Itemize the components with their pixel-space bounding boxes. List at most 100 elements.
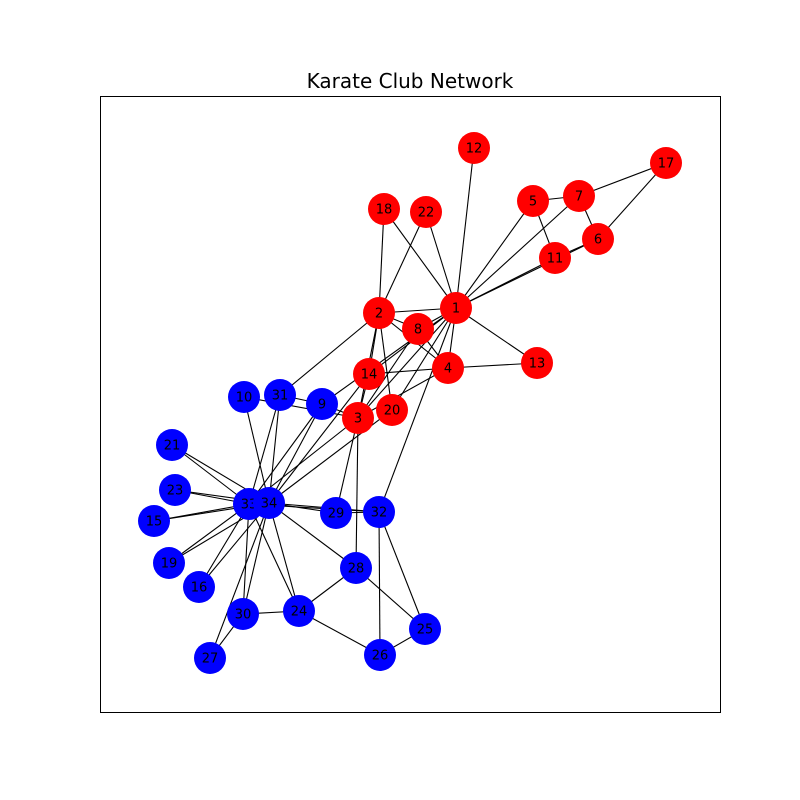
edge-9-33 — [248, 403, 323, 505]
node-17: 17 — [650, 147, 682, 179]
node-label-7: 7 — [575, 190, 583, 205]
edge-14-34 — [268, 373, 370, 504]
node-13: 13 — [521, 347, 553, 379]
node-circle-28 — [340, 552, 372, 584]
node-label-31: 31 — [272, 389, 289, 404]
node-27: 27 — [194, 642, 226, 674]
node-label-19: 19 — [161, 557, 178, 572]
node-label-3: 3 — [354, 412, 362, 427]
node-circle-2 — [363, 297, 395, 329]
edge-2-20 — [378, 312, 393, 411]
edge-31-34 — [268, 394, 281, 504]
edge-21-33 — [171, 444, 250, 505]
edge-24-33 — [248, 503, 300, 612]
edge-1-32 — [378, 307, 457, 513]
node-circle-25 — [409, 613, 441, 645]
node-circle-18 — [368, 193, 400, 225]
edge-3-4 — [357, 367, 449, 419]
node-circle-11 — [539, 242, 571, 274]
node-21: 21 — [156, 429, 188, 461]
node-23: 23 — [159, 474, 191, 506]
node-circle-9 — [306, 388, 338, 420]
node-circle-23 — [159, 474, 191, 506]
edge-2-31 — [279, 312, 380, 396]
node-label-28: 28 — [348, 562, 365, 577]
edge-27-34 — [209, 502, 270, 659]
node-16: 16 — [183, 571, 215, 603]
node-label-17: 17 — [658, 157, 675, 172]
edge-25-32 — [378, 511, 426, 630]
edge-1-5 — [455, 200, 534, 309]
node-circle-29 — [320, 497, 352, 529]
node-circle-7 — [563, 180, 595, 212]
node-label-12: 12 — [466, 142, 483, 157]
node-label-14: 14 — [361, 368, 378, 383]
node-label-26: 26 — [372, 649, 389, 664]
node-circle-32 — [363, 496, 395, 528]
node-label-34: 34 — [261, 497, 278, 512]
node-circle-19 — [153, 547, 185, 579]
node-label-20: 20 — [384, 404, 401, 419]
node-14: 14 — [353, 358, 385, 390]
edge-30-34 — [242, 502, 270, 615]
node-label-24: 24 — [291, 605, 308, 620]
node-circle-16 — [183, 571, 215, 603]
node-label-16: 16 — [191, 581, 208, 596]
node-label-32: 32 — [371, 506, 388, 521]
node-label-25: 25 — [417, 623, 434, 638]
edge-28-34 — [268, 502, 357, 569]
edge-26-32 — [378, 511, 381, 656]
edge-2-18 — [378, 208, 385, 314]
node-32: 32 — [363, 496, 395, 528]
node-label-5: 5 — [529, 195, 537, 210]
edge-31-33 — [248, 394, 281, 505]
node-10: 10 — [228, 381, 260, 413]
node-label-27: 27 — [202, 652, 219, 667]
node-26: 26 — [364, 639, 396, 671]
node-30: 30 — [227, 598, 259, 630]
node-8: 8 — [402, 313, 434, 345]
node-circle-14 — [353, 358, 385, 390]
node-circle-21 — [156, 429, 188, 461]
node-20: 20 — [376, 394, 408, 426]
node-circle-20 — [376, 394, 408, 426]
node-circle-24 — [283, 595, 315, 627]
node-19: 19 — [153, 547, 185, 579]
node-label-8: 8 — [414, 323, 422, 338]
node-25: 25 — [409, 613, 441, 645]
edge-19-33 — [168, 503, 250, 564]
node-label-22: 22 — [418, 206, 435, 221]
edge-2-22 — [378, 211, 427, 314]
node-circle-3 — [342, 402, 374, 434]
node-label-30: 30 — [235, 608, 252, 623]
node-11: 11 — [539, 242, 571, 274]
node-circle-22 — [410, 196, 442, 228]
edge-1-12 — [455, 147, 475, 309]
edge-16-33 — [198, 503, 250, 588]
edge-1-7 — [455, 195, 580, 309]
edge-3-8 — [357, 328, 419, 419]
node-31: 31 — [264, 379, 296, 411]
edge-1-9 — [321, 307, 457, 405]
node-3: 3 — [342, 402, 374, 434]
chart-title: Karate Club Network — [307, 69, 514, 93]
node-1: 1 — [440, 292, 472, 324]
node-22: 22 — [410, 196, 442, 228]
node-label-13: 13 — [529, 357, 546, 372]
nodes-layer: 1234567891011121314151617181920212223242… — [138, 132, 682, 674]
node-circle-27 — [194, 642, 226, 674]
edge-9-34 — [268, 403, 323, 504]
node-label-4: 4 — [444, 362, 452, 377]
node-9: 9 — [306, 388, 338, 420]
edge-3-28 — [355, 417, 359, 569]
node-6: 6 — [582, 223, 614, 255]
edge-1-3 — [357, 307, 457, 419]
node-circle-34 — [253, 487, 285, 519]
node-24: 24 — [283, 595, 315, 627]
node-4: 4 — [432, 352, 464, 384]
edge-1-13 — [455, 307, 538, 364]
edge-30-33 — [242, 503, 250, 615]
node-circle-17 — [650, 147, 682, 179]
node-circle-12 — [458, 132, 490, 164]
edge-1-11 — [455, 257, 556, 309]
